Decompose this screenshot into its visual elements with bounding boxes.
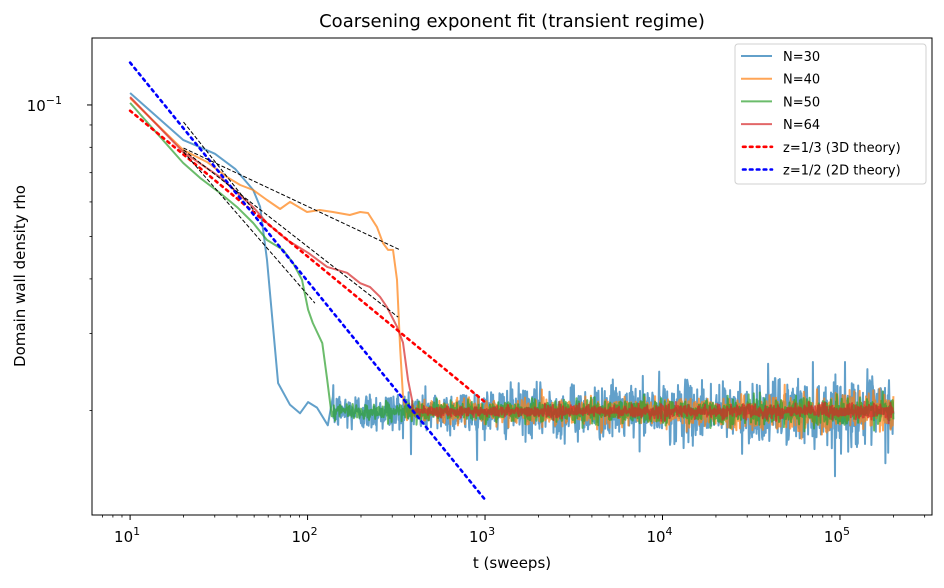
x-tick-label: 101 [114, 525, 140, 546]
plot-area [128, 61, 895, 501]
legend-label: N=64 [783, 118, 820, 133]
legend-label: N=30 [783, 50, 820, 65]
x-tick-label: 105 [824, 525, 850, 546]
legend-entry: N=64 [741, 118, 820, 133]
chart-title: Coarsening exponent fit (transient regim… [319, 11, 705, 32]
x-tick-label: 104 [646, 525, 672, 546]
legend-label: N=40 [783, 73, 820, 88]
x-axis: 101 102 103 104 105 [102, 515, 926, 546]
legend-label: z=1/3 (3D theory) [783, 141, 901, 156]
fit-line-2 [183, 149, 399, 318]
y-tick-label: 10−1 [27, 94, 62, 115]
series-layer [129, 92, 895, 478]
fit-line-3 [183, 151, 316, 304]
theory-layer [128, 61, 487, 501]
series-line-n-50 [129, 102, 895, 433]
legend-box [734, 43, 927, 185]
y-axis-label: Domain wall density rho [11, 185, 29, 367]
x-axis-label: t (sweeps) [473, 554, 551, 572]
legend-label: N=50 [783, 95, 820, 110]
legend-label: z=1/2 (2D theory) [783, 164, 901, 179]
x-tick-label: 102 [292, 525, 318, 546]
legend-entry: z=1/2 (2D theory) [741, 164, 901, 179]
theory-line-z-1-3 [128, 109, 487, 404]
fit-line-1 [183, 147, 401, 251]
theory-line-z-1-2 [128, 61, 487, 501]
legend-entry: N=30 [741, 50, 820, 65]
x-tick-label: 103 [469, 525, 495, 546]
y-axis: 10−1 [27, 94, 92, 411]
series-line-n-64 [129, 96, 895, 425]
axes-frame [91, 37, 933, 516]
legend-entry: N=40 [741, 73, 820, 88]
fit-layer [183, 121, 401, 318]
legend: N=30 N=40 N=50 N=64 z=1/3 (3D theory) z=1/2 (… [734, 43, 927, 185]
fit-line-0 [183, 121, 256, 213]
legend-entry: N=50 [741, 95, 820, 110]
legend-entry: z=1/3 (3D theory) [741, 141, 901, 156]
